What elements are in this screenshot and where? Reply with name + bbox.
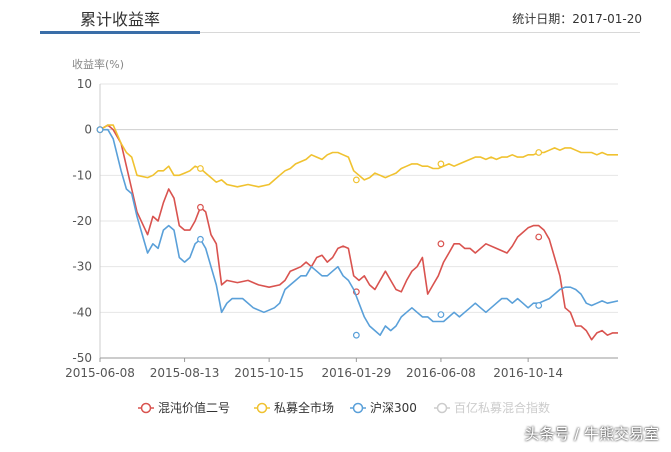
stat-date-label: 统计日期：2017-01-20 bbox=[512, 12, 642, 26]
series-marker-0 bbox=[437, 240, 445, 248]
x-axis: 2015-06-08 2015-08-13 2015-10-15 2016-01-29… bbox=[65, 357, 618, 380]
series-marker-1 bbox=[197, 165, 204, 172]
x-tick-label: 2015-06-08 bbox=[65, 366, 135, 380]
legend-item-3[interactable]: 百亿私募混合指数 bbox=[434, 400, 550, 415]
legend-swatch-marker bbox=[140, 402, 152, 414]
x-tick-label: 2015-08-13 bbox=[150, 366, 220, 380]
legend-label: 私募全市场 bbox=[274, 400, 334, 415]
chart-title: 累计收益率 bbox=[80, 10, 161, 29]
y-tick-label: -40 bbox=[72, 305, 92, 319]
legend-swatch-marker bbox=[352, 402, 364, 414]
series-marker-0 bbox=[535, 233, 543, 241]
series-lines bbox=[96, 124, 619, 341]
series-line-1 bbox=[99, 124, 618, 188]
y-tick-label: -10 bbox=[72, 168, 92, 182]
legend-swatch-marker bbox=[436, 402, 448, 414]
legend-label: 沪深300 bbox=[370, 401, 417, 415]
y-axis-label: 收益率(%) bbox=[72, 57, 124, 71]
legend[interactable]: 混沌价值二号 私募全市场 沪深300 百亿私募混合指数 bbox=[138, 400, 550, 415]
series-marker-1 bbox=[535, 149, 543, 156]
title-underline bbox=[40, 31, 200, 34]
x-tick-label: 2016-01-29 bbox=[321, 366, 391, 380]
series-marker-0 bbox=[197, 203, 204, 211]
y-axis: 收益率(%) 10 0 -10 -20 -30 -40 -50 bbox=[72, 57, 124, 365]
series-marker-2 bbox=[197, 235, 204, 243]
header-divider bbox=[200, 32, 640, 33]
x-tick-label: 2016-06-08 bbox=[406, 366, 476, 380]
legend-swatch-marker bbox=[256, 402, 268, 414]
legend-item-0[interactable]: 混沌价值二号 bbox=[138, 400, 230, 415]
y-tick-label: 0 bbox=[84, 123, 92, 137]
series-line-2 bbox=[100, 128, 619, 336]
series-marker-2 bbox=[437, 311, 445, 319]
legend-label: 混沌价值二号 bbox=[158, 400, 230, 415]
series-marker-2 bbox=[96, 126, 104, 134]
x-tick-label: 2015-10-15 bbox=[234, 366, 304, 380]
legend-label: 百亿私募混合指数 bbox=[454, 400, 550, 415]
series-marker-2 bbox=[535, 302, 543, 309]
y-tick-label: -50 bbox=[72, 351, 92, 365]
series-line-0 bbox=[99, 124, 618, 341]
series-marker-2 bbox=[352, 331, 360, 339]
y-tick-label: -30 bbox=[72, 260, 92, 274]
legend-item-2[interactable]: 沪深300 bbox=[350, 401, 417, 415]
chart-header: 累计收益率 统计日期：2017-01-20 bbox=[0, 0, 671, 36]
y-tick-label: 10 bbox=[77, 77, 92, 91]
legend-item-1[interactable]: 私募全市场 bbox=[254, 400, 334, 415]
series-marker-1 bbox=[352, 176, 360, 184]
watermark-text: 头条号 / 牛熊交易室 bbox=[524, 425, 659, 443]
series-marker-1 bbox=[437, 160, 445, 168]
x-tick-label: 2016-10-14 bbox=[493, 366, 563, 380]
y-tick-label: -20 bbox=[72, 214, 92, 228]
